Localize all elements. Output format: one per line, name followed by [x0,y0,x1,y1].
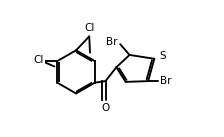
Text: O: O [101,103,110,113]
Text: Cl: Cl [34,55,44,65]
Text: Br: Br [160,76,171,86]
Text: Br: Br [106,37,117,47]
Text: S: S [159,52,166,62]
Text: Cl: Cl [85,23,95,33]
